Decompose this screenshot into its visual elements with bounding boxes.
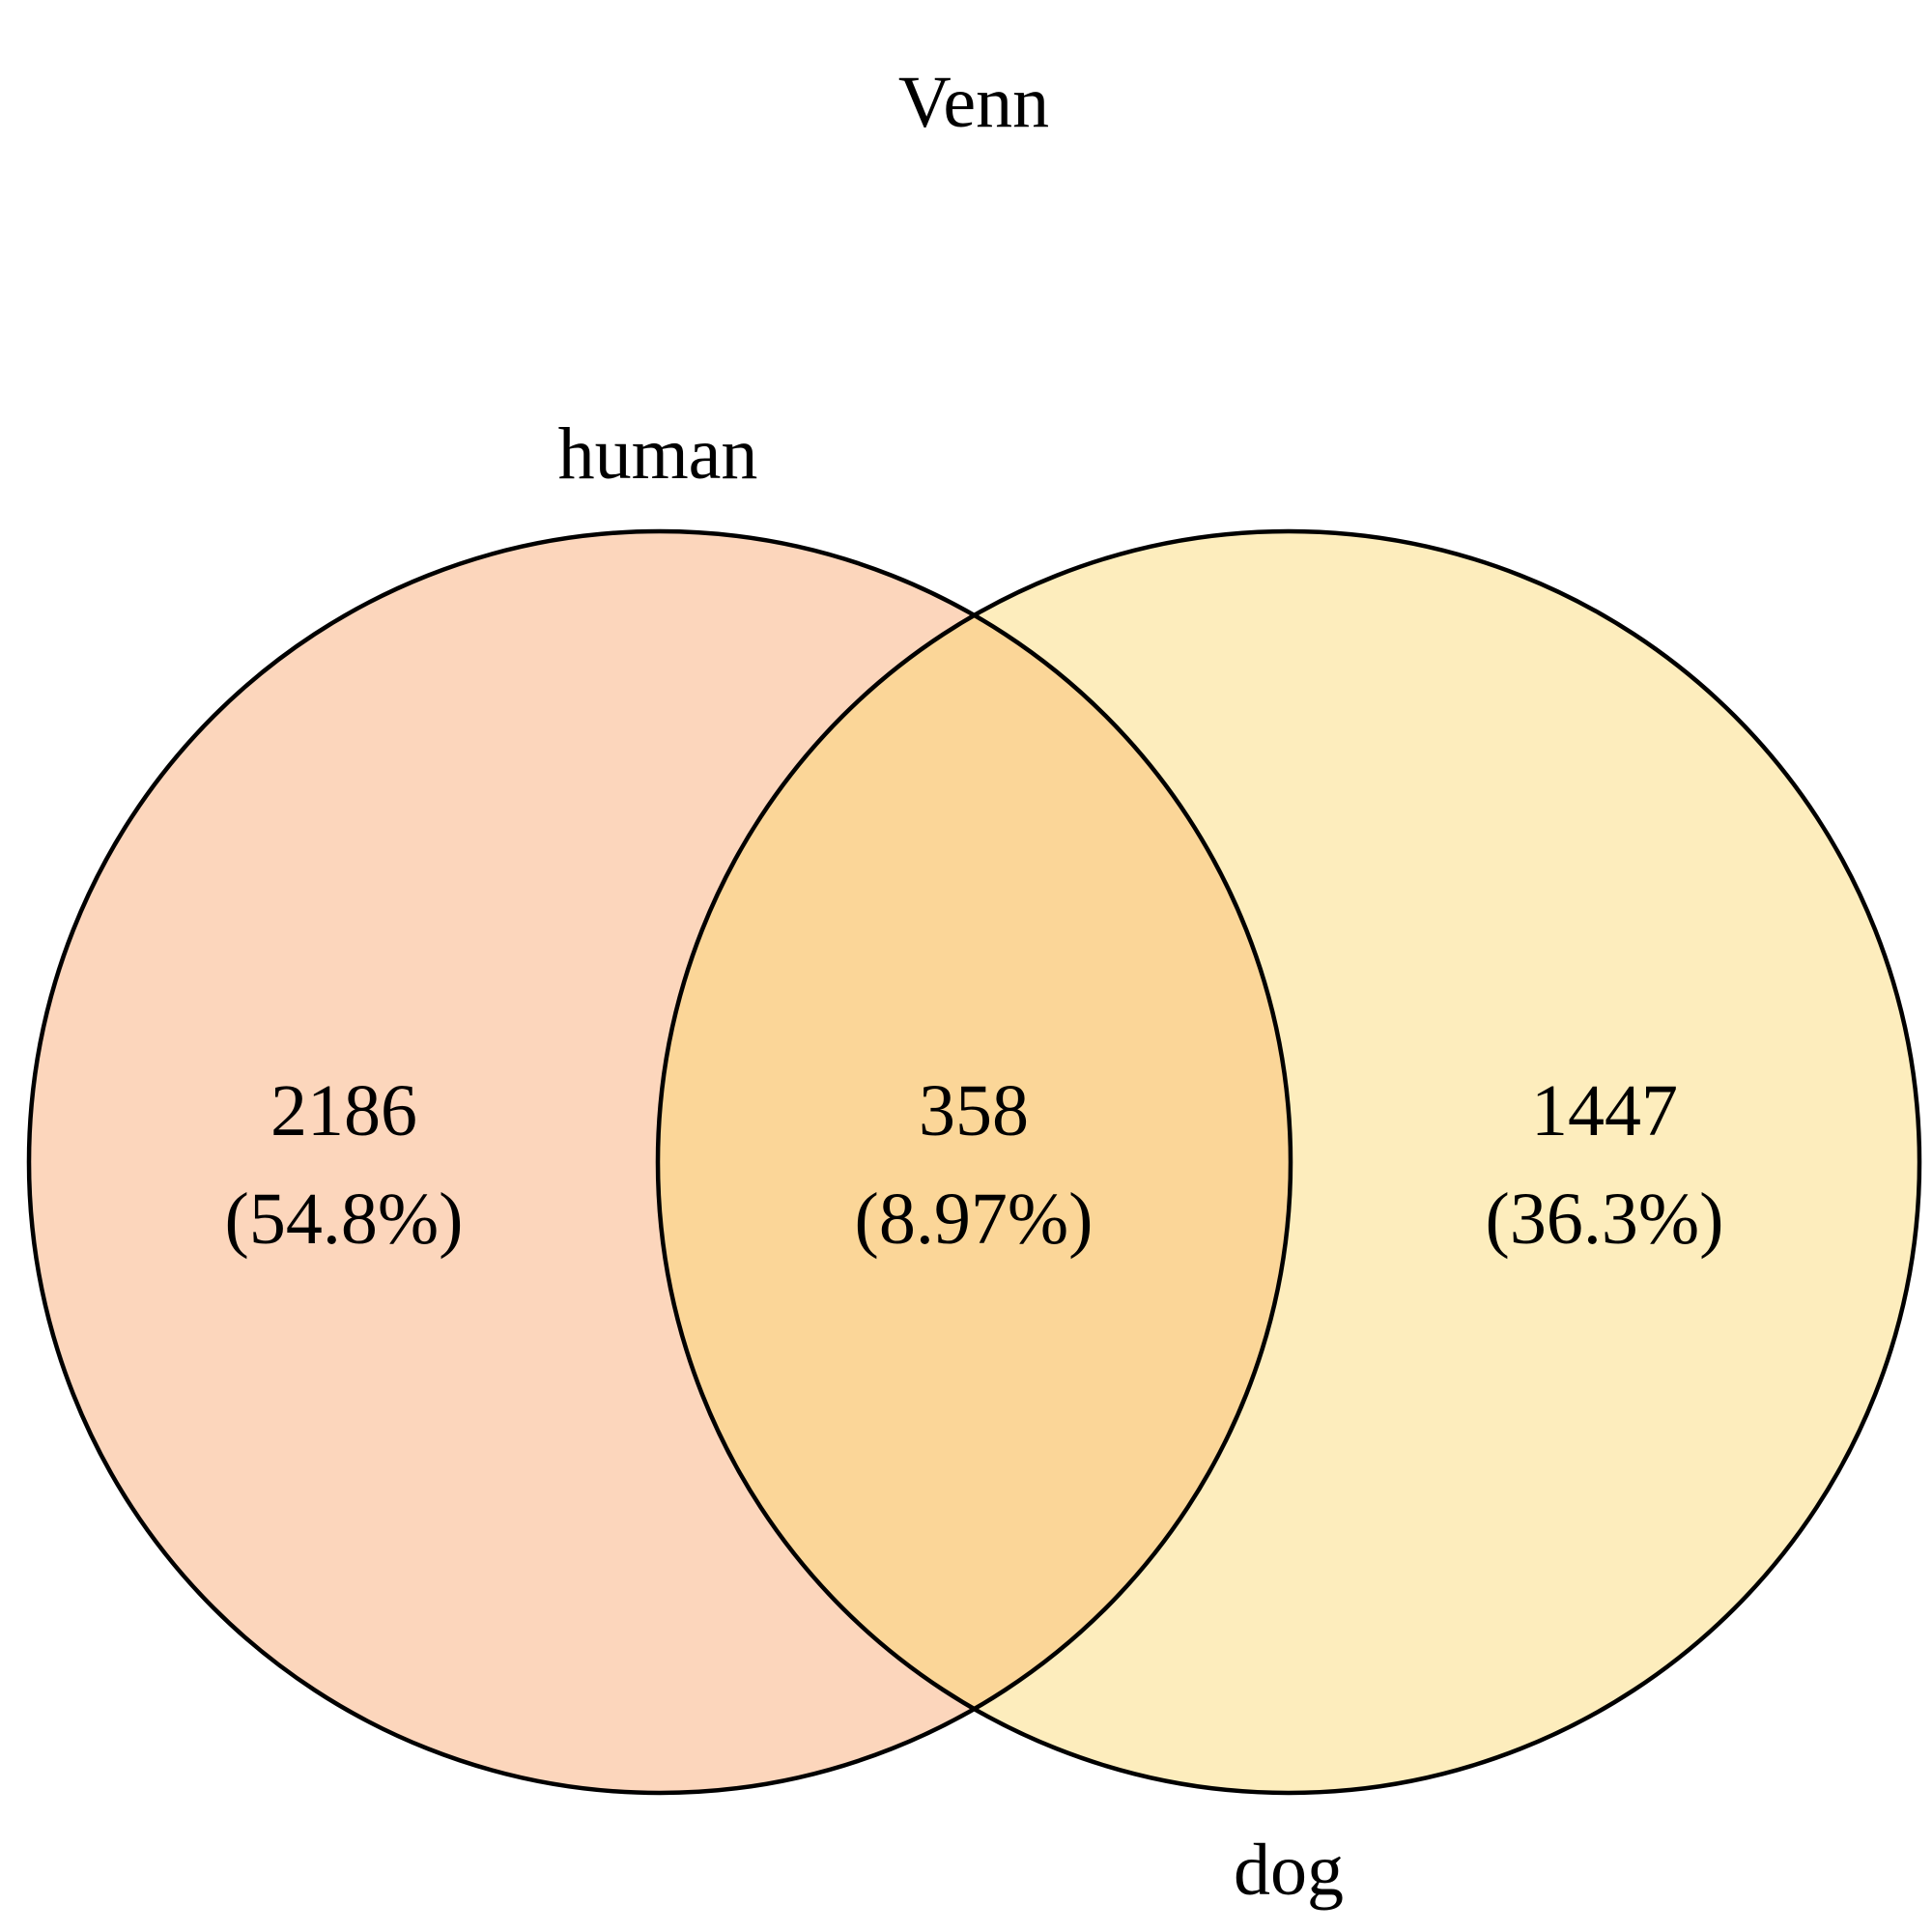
set-label-human: human: [558, 413, 758, 495]
set-label-dog: dog: [1234, 1830, 1344, 1911]
region-human-only-percent: (54.8%): [225, 1179, 464, 1260]
region-intersection-count: 358: [919, 1070, 1029, 1151]
region-human-only-count: 2186: [270, 1070, 417, 1151]
diagram-title: Venn: [898, 62, 1049, 143]
set-dog-outline: [655, 528, 1922, 1796]
set-human-outline: [26, 528, 1293, 1796]
region-intersection-percent: (8.97%): [855, 1179, 1094, 1260]
region-dog-only-percent: (36.3%): [1486, 1179, 1724, 1260]
region-dog-only-count: 1447: [1531, 1070, 1678, 1151]
